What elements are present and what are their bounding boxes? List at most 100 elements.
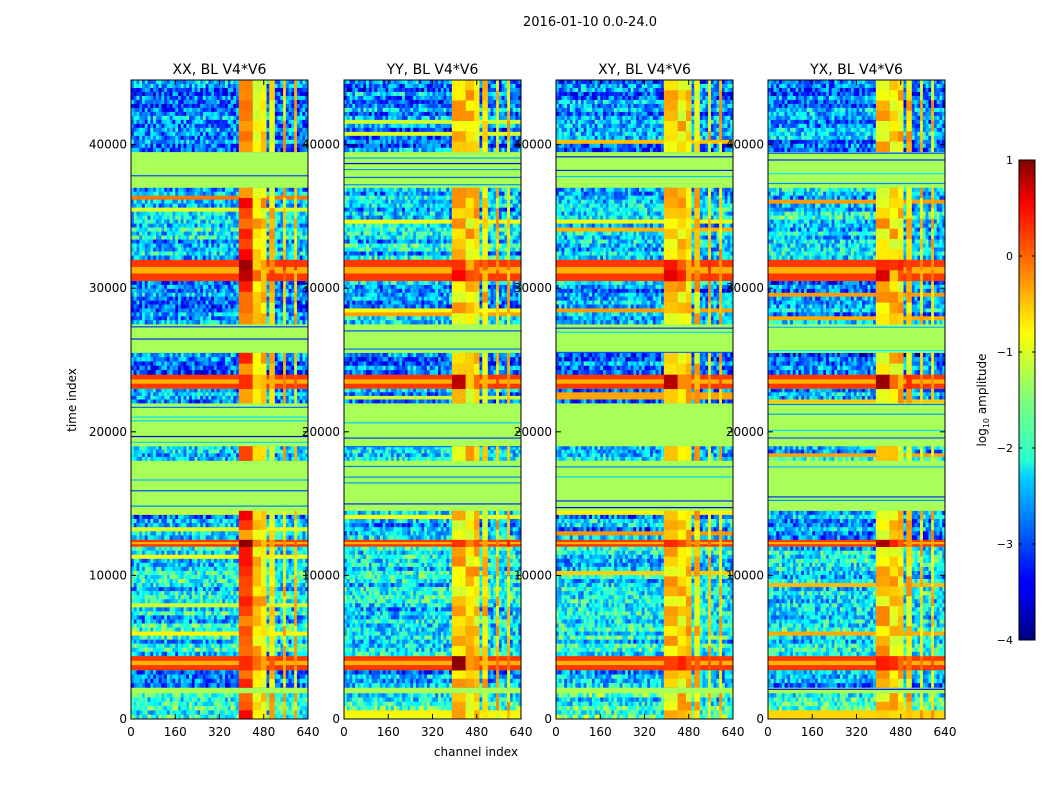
cell	[222, 706, 226, 711]
cell	[189, 231, 193, 236]
cell	[183, 619, 187, 624]
cell	[280, 599, 284, 604]
cell	[169, 647, 173, 653]
cell	[211, 251, 215, 256]
cell	[161, 574, 165, 580]
cell	[194, 623, 198, 628]
cell	[144, 635, 148, 640]
cell	[285, 570, 289, 576]
cell	[227, 211, 231, 216]
cell	[158, 670, 162, 675]
cell	[225, 518, 229, 524]
band-stripe	[131, 406, 308, 408]
cell	[147, 370, 151, 375]
cell	[164, 449, 168, 454]
cell	[280, 247, 284, 252]
cell	[302, 647, 306, 653]
cell	[205, 674, 209, 680]
cell	[139, 595, 143, 600]
cell	[189, 219, 193, 224]
cell	[175, 558, 179, 564]
cell	[136, 623, 140, 628]
cell	[194, 388, 198, 393]
cell	[133, 706, 137, 711]
cell	[169, 643, 173, 649]
cell	[280, 562, 284, 568]
cell	[175, 643, 179, 649]
cell	[202, 619, 206, 624]
cell	[299, 523, 303, 528]
cell	[169, 683, 173, 688]
cell	[194, 361, 198, 367]
cell	[230, 701, 234, 707]
cell	[222, 647, 226, 653]
cell	[183, 251, 187, 256]
cell	[296, 446, 301, 451]
cell	[277, 635, 281, 640]
cell	[197, 312, 201, 317]
cell	[230, 395, 234, 400]
cell	[211, 361, 215, 367]
cell	[180, 566, 184, 572]
cell	[183, 316, 187, 321]
cell	[236, 357, 240, 362]
cell	[197, 627, 201, 632]
cell	[208, 449, 212, 454]
cell	[213, 693, 218, 698]
cell	[180, 574, 184, 580]
cell	[175, 219, 179, 224]
cell	[136, 199, 140, 204]
cell	[164, 239, 168, 244]
cell	[150, 392, 154, 397]
cell	[299, 223, 303, 228]
cell	[208, 570, 212, 576]
cell	[155, 558, 159, 564]
cell	[285, 599, 289, 604]
cell	[139, 308, 143, 313]
cell	[166, 570, 171, 576]
cell	[172, 574, 176, 580]
cell	[180, 546, 184, 552]
cell	[175, 535, 179, 540]
cell	[186, 312, 190, 317]
cell	[169, 219, 173, 224]
cell	[299, 395, 303, 400]
cell	[233, 296, 237, 301]
cell	[166, 219, 171, 224]
cell	[216, 531, 220, 536]
cell	[136, 370, 140, 375]
cell	[131, 219, 135, 224]
cell	[175, 562, 179, 568]
cell	[302, 627, 306, 632]
cell	[285, 388, 289, 393]
cell	[161, 535, 165, 540]
cell	[277, 531, 281, 536]
cell	[291, 706, 295, 711]
cell	[194, 453, 198, 458]
cell	[158, 714, 162, 719]
cell	[205, 546, 209, 552]
cell	[169, 199, 173, 204]
cell	[230, 399, 234, 404]
cell	[227, 674, 231, 680]
cell	[274, 296, 278, 301]
cell	[191, 288, 195, 294]
cell	[133, 211, 137, 216]
cell	[305, 518, 308, 524]
cell	[153, 187, 157, 192]
cell	[280, 627, 284, 632]
cell	[161, 284, 165, 290]
cell	[144, 281, 148, 286]
cell	[175, 706, 179, 711]
cell	[186, 611, 190, 616]
cell	[291, 446, 295, 451]
cell	[158, 243, 162, 248]
cell	[178, 535, 182, 540]
band-stripe	[131, 326, 308, 328]
cell	[175, 531, 179, 536]
cell	[222, 211, 226, 216]
cell	[189, 531, 193, 536]
cell	[133, 693, 137, 698]
cell	[200, 370, 204, 375]
cell	[274, 591, 278, 596]
